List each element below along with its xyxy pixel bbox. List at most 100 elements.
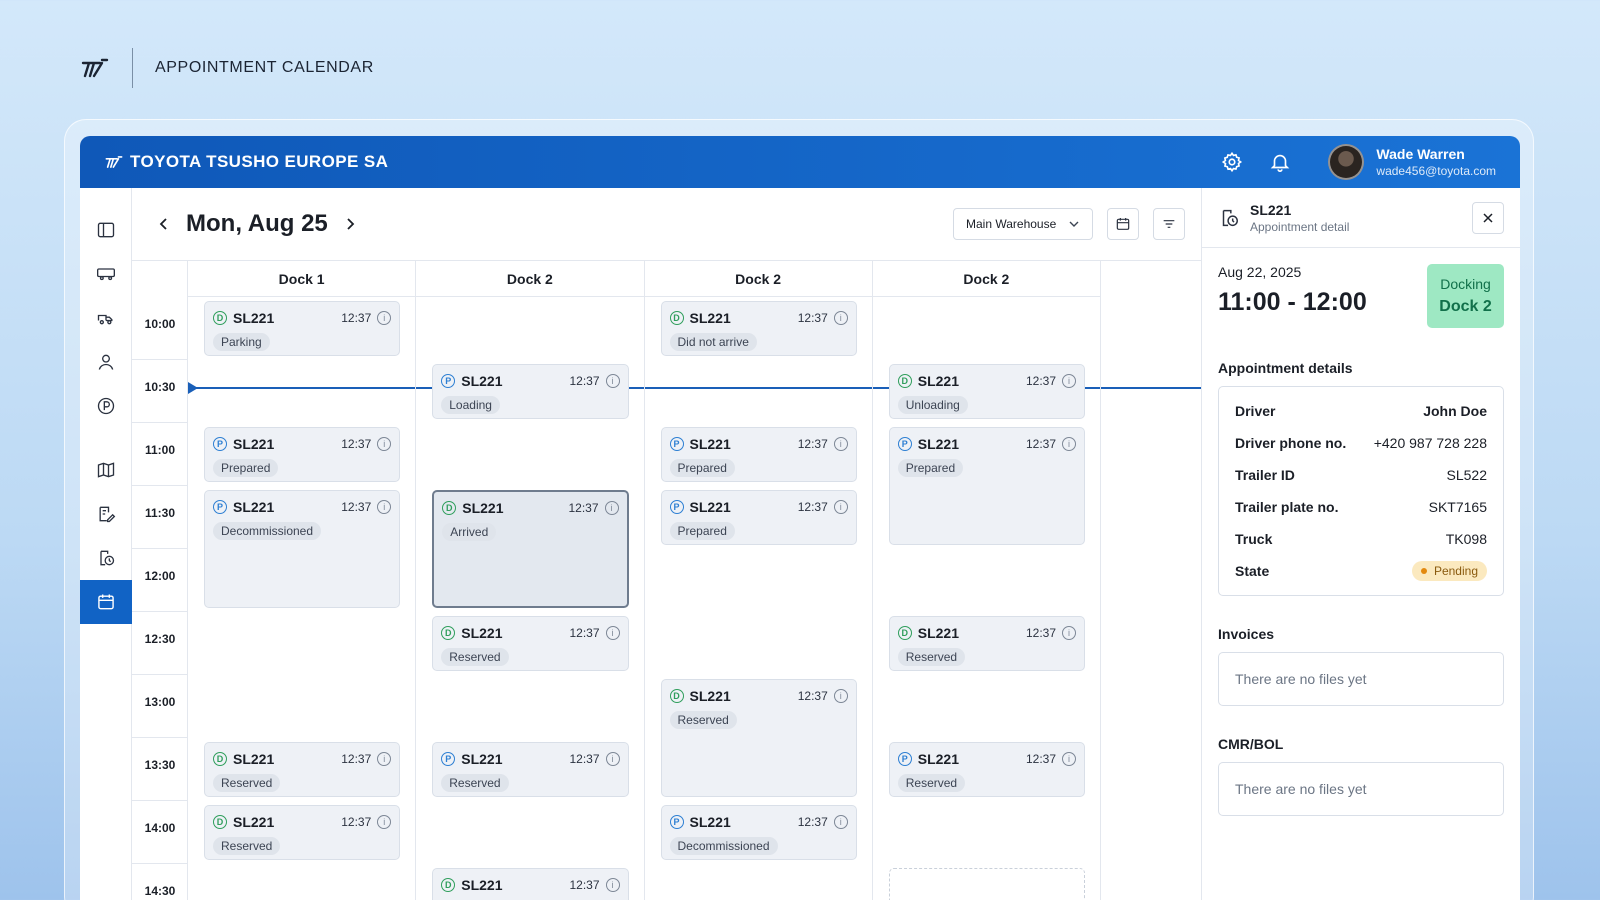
prev-day-chevron-left-icon[interactable] — [152, 212, 176, 236]
appointment-card[interactable]: P SL221 12:37 i Prepared — [660, 427, 857, 482]
appointment-card[interactable]: D SL221 12:37 i Parking — [204, 301, 401, 356]
time-slot-label: 10:00 — [144, 317, 176, 331]
dock-badge-status: Docking — [1440, 276, 1491, 292]
filter-icon — [1163, 220, 1175, 228]
settings-gear-icon[interactable] — [1218, 148, 1246, 176]
cmr-empty-text: There are no files yet — [1235, 781, 1367, 797]
checklist-edit-icon[interactable] — [80, 492, 132, 536]
info-icon[interactable]: i — [833, 437, 848, 451]
info-icon[interactable]: i — [1062, 437, 1076, 451]
appointment-card[interactable]: D SL221 12:37 i Reserved — [204, 742, 401, 797]
next-day-chevron-right-icon[interactable] — [338, 212, 362, 236]
appointment-detail-panel: SL221 Appointment detail Aug 22, 2025 11… — [1201, 188, 1520, 900]
page-header: APPOINTMENT CALENDAR — [78, 48, 374, 88]
info-icon[interactable]: i — [377, 752, 392, 766]
detail-label: Truck — [1235, 531, 1273, 547]
appointment-card[interactable]: D SL221 12:37 i Reserved — [432, 616, 629, 671]
info-icon[interactable]: i — [1062, 374, 1076, 388]
appointment-card[interactable]: P SL221 12:37 i Prepared — [204, 427, 401, 482]
appointment-time: 12:37 — [1025, 752, 1056, 766]
toyota-tsusho-logo-icon — [78, 51, 112, 85]
notification-bell-icon[interactable] — [1266, 148, 1294, 176]
appointment-status-badge: Unloading — [897, 396, 968, 414]
delivery-type-icon: D — [441, 626, 456, 640]
calendar-header: Mon, Aug 25 Main Warehouse — [132, 188, 1201, 260]
trailer-icon[interactable] — [80, 252, 132, 296]
info-icon[interactable]: i — [833, 689, 848, 703]
appointment-card[interactable]: P SL221 12:37 i Decommissioned — [204, 490, 401, 608]
info-icon[interactable]: i — [377, 437, 392, 451]
appointment-time: 12:37 — [341, 500, 372, 514]
appointment-time: 12:37 — [341, 752, 372, 766]
pickup-type-icon: P — [213, 437, 227, 451]
empty-slot[interactable] — [888, 868, 1085, 900]
calendar-date: Mon, Aug 25 — [186, 210, 328, 237]
delivery-type-icon: D — [441, 878, 456, 892]
avatar[interactable] — [1328, 144, 1365, 180]
time-slot-label: 13:00 — [144, 695, 176, 709]
appointment-card[interactable]: D SL221 12:37 i Reserved — [888, 616, 1085, 671]
invoices-dropzone[interactable]: There are no files yet — [1218, 652, 1504, 706]
appointment-status-badge: Decommissioned — [669, 837, 778, 855]
dock-column-header: Dock 2 — [872, 261, 1101, 297]
dock-badge-dock: Dock 2 — [1439, 298, 1492, 315]
appointment-card[interactable]: D SL221 12:37 i Did not arrive — [660, 301, 857, 356]
appointment-time: 12:37 — [341, 815, 372, 829]
appointment-card[interactable]: D SL221 12:37 i — [432, 868, 629, 900]
chevron-down-icon — [1069, 221, 1079, 227]
appointment-time: 12:37 — [568, 501, 599, 515]
appointment-card[interactable]: D SL221 12:37 i Reserved — [204, 805, 401, 860]
appointment-time: 12:37 — [569, 374, 600, 388]
cmr-dropzone[interactable]: There are no files yet — [1218, 762, 1504, 816]
info-icon[interactable]: i — [377, 815, 392, 829]
delivery-type-icon: D — [669, 311, 684, 325]
map-icon[interactable] — [80, 448, 132, 492]
time-slot-label: 11:00 — [144, 443, 176, 457]
info-icon[interactable]: i — [605, 878, 620, 892]
date-picker-button[interactable] — [1107, 208, 1139, 240]
info-icon[interactable]: i — [833, 500, 848, 514]
appointment-status-badge: Prepared — [669, 459, 735, 477]
appointment-id: SL221 — [917, 751, 959, 767]
truck-icon[interactable] — [80, 296, 132, 340]
appointment-id: SL221 — [462, 500, 504, 516]
info-icon[interactable]: i — [377, 500, 392, 514]
info-icon[interactable]: i — [833, 815, 848, 829]
company-brand: TOYOTA TSUSHO EUROPE SA — [104, 152, 388, 172]
appointment-status-badge: Did not arrive — [669, 333, 757, 351]
brand-logo-icon — [105, 156, 123, 168]
sidebar-toggle-icon[interactable] — [80, 208, 132, 252]
filter-button[interactable] — [1153, 208, 1185, 240]
info-icon[interactable]: i — [377, 311, 392, 325]
appointment-time: 12:37 — [1025, 437, 1056, 451]
info-icon[interactable]: i — [1062, 752, 1076, 766]
appointment-clock-icon[interactable] — [80, 536, 132, 580]
calendar-icon[interactable] — [80, 580, 132, 624]
info-icon[interactable]: i — [833, 311, 848, 325]
close-panel-button[interactable] — [1472, 201, 1504, 234]
person-icon[interactable] — [80, 340, 132, 384]
time-slot-label: 13:30 — [144, 758, 176, 772]
info-icon[interactable]: i — [605, 752, 620, 766]
info-icon[interactable]: i — [605, 626, 620, 640]
parking-icon[interactable] — [80, 384, 132, 428]
appointment-card[interactable]: P SL221 12:37 i Loading — [432, 364, 629, 419]
appointment-card[interactable]: P SL221 12:37 i Prepared — [660, 490, 857, 545]
user-profile[interactable]: Wade Warren wade456@toyota.com — [1328, 144, 1496, 180]
appointment-time: 12:37 — [341, 311, 372, 325]
delivery-type-icon: D — [213, 815, 227, 829]
info-icon[interactable]: i — [1062, 626, 1076, 640]
appointment-card[interactable]: D SL221 12:37 i Arrived — [432, 490, 629, 608]
appointment-card[interactable]: P SL221 12:37 i Prepared — [888, 427, 1085, 545]
appointment-card[interactable]: D SL221 12:37 i Unloading — [888, 364, 1085, 419]
info-icon[interactable]: i — [604, 501, 619, 515]
appointment-id: SL221 — [689, 436, 731, 452]
warehouse-select[interactable]: Main Warehouse — [953, 208, 1093, 240]
appointment-card[interactable]: P SL221 12:37 i Decommissioned — [660, 805, 857, 860]
appointment-card[interactable]: P SL221 12:37 i Reserved — [432, 742, 629, 797]
info-icon[interactable]: i — [605, 374, 620, 388]
appointment-status-badge: Prepared — [213, 459, 279, 477]
appointment-status-badge: Reserved — [669, 711, 737, 729]
appointment-card[interactable]: P SL221 12:37 i Reserved — [888, 742, 1085, 797]
appointment-card[interactable]: D SL221 12:37 i Reserved — [660, 679, 857, 797]
